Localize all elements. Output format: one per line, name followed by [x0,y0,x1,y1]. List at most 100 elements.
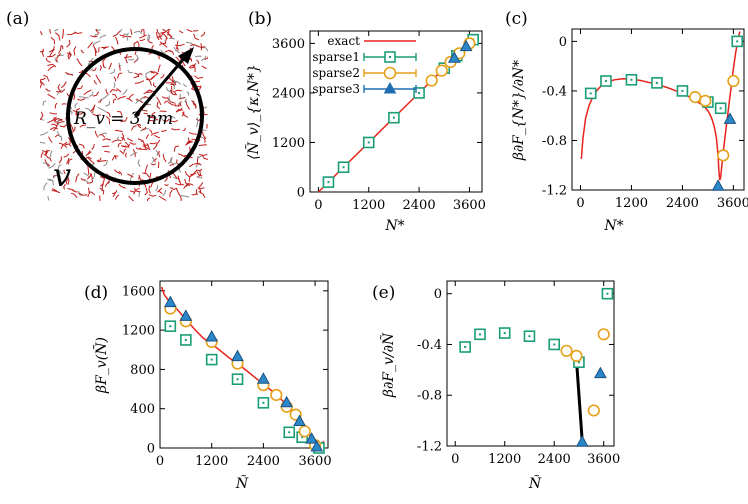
sparse2-point [700,96,711,107]
sparse2-point [426,75,437,86]
x-tick-label: 3600 [453,198,486,213]
sparse2-point [436,65,447,76]
sparse3-point [206,331,217,341]
sparse3-point [724,113,735,123]
panel-d-xlabel: Ñ [235,474,249,492]
x-tick-label: 3600 [717,196,748,211]
molecule [101,47,107,48]
y-tick-label: -1.2 [417,440,442,455]
sparse1-errorbar [343,166,345,168]
sparse1-errorbar [736,40,738,42]
sparse2-point [598,329,609,340]
panel-c-label: (c) [505,9,528,29]
sparse1-errorbar [464,346,466,348]
panel-c-ylabel: β∂F_{N*}/∂N* [511,60,527,161]
sparse1-errorbar [169,325,171,327]
y-tick-label: -0.4 [417,338,442,353]
molecule [207,124,208,129]
panel-d: (d) 0 1200 2400 3600040080012001600 Ñ βF_v(… [84,281,332,492]
molecule [95,48,96,56]
figure: (a) R_v = 3 nm v (b) 0 1200 2400 3600 0 1200 2… [0,0,748,504]
sparse1-errorbar [605,80,607,82]
sparse1-errorbar [288,431,290,433]
panel-e-xlabel: Ñ [528,474,542,492]
legend-sparse2-marker [364,68,416,79]
sparse1-errorbar [681,90,683,92]
x-tick-label: 1200 [352,198,385,213]
panel-e-frame [447,281,614,446]
sparse1-errorbar [327,181,329,183]
panel-d-plot: 0 1200 2400 3600 0 400 800 1200 1600 [122,281,332,469]
sparse1-errorbar [368,141,370,143]
sparse3-point [713,180,724,190]
sparse3-point [595,368,606,378]
panel-b-label: (b) [248,9,272,29]
sparse3-point [577,436,588,446]
x-tick-label: 1200 [195,454,228,469]
y-tick-label: 400 [130,402,155,417]
legend-sparse1-marker [364,52,416,62]
x-tick-label: 2400 [247,454,280,469]
sparse3-point [258,373,269,383]
sparse2-point [571,351,582,362]
sparse1-errorbar [393,117,395,119]
sparse1-errorbar [606,293,608,295]
panel-a: (a) R_v = 3 nm v [6,9,210,203]
sparse1-errorbar [504,332,506,334]
panel-e: (e) 0 1200 2400 36000-0.4-0.8-1.2 Ñ β∂F_v/∂… [372,281,620,492]
molecule [100,196,101,202]
x-tick-label: 2400 [403,198,436,213]
y-tick-label: 0 [559,35,567,50]
legend-sparse3-marker [364,83,416,93]
sparse1-errorbar [553,343,555,345]
panel-d-ylabel: βF_v(Ñ) [92,337,110,394]
x-tick-label: 0 [314,198,322,213]
panel-b-legend: exact sparse1 sparse2 sparse3 [312,34,416,96]
x-tick-label: 1200 [488,452,521,467]
x-tick-label: 3600 [587,452,620,467]
y-tick-label: 3600 [272,37,305,52]
sparse1-errorbar [656,82,658,84]
panel-b-xlabel: N* [384,218,404,234]
panel-e-ylabel: β∂F_v/∂Ñ [379,332,397,398]
x-tick-label: 2400 [666,196,699,211]
sparse1-errorbar [185,339,187,341]
radius-label: R_v = 3 nm [73,109,173,129]
y-tick-label: 2400 [272,86,305,101]
y-tick-label: -0.4 [542,84,567,99]
sparse1-errorbar [211,359,213,361]
panel-d-label: (d) [84,283,108,303]
sparse1-errorbar [418,92,420,94]
sparse2-point [299,426,310,437]
x-tick-label: 3600 [299,454,332,469]
panel-b: (b) 0 1200 2400 3600 0 1200 2400 3600 exact spa… [244,9,486,234]
x-tick-label: 2400 [538,452,571,467]
sparse2-point [561,346,572,357]
y-tick-label: 1200 [122,324,155,339]
molecule [127,36,128,41]
y-tick-label: 800 [130,363,155,378]
y-tick-label: -1.2 [542,184,567,199]
sparse2-point [728,76,739,87]
panel-b-ylabel: ⟨Ñ_v⟩_{κ,N*} [244,64,262,160]
sparse1-errorbar [720,107,722,109]
legend-sparse2-label: sparse2 [312,66,360,80]
sparse2-point [271,390,282,401]
y-tick-label: 0 [434,287,442,302]
legend-sparse3-label: sparse3 [312,82,360,96]
molecule [62,104,67,105]
sparse1-errorbar [590,92,592,94]
sparse1-errorbar [237,378,239,380]
sparse1-errorbar [479,333,481,335]
legend-sparse1-label: sparse1 [312,50,360,64]
sparse2-point [690,92,701,103]
y-tick-label: 1600 [122,284,155,299]
y-tick-label: -0.8 [417,389,442,404]
sparse3-point [232,351,243,361]
y-tick-label: 0 [147,442,155,457]
sparse1-errorbar [630,79,632,81]
panel-c: (c) 0 1200 2400 36000-0.4-0.8-1.2 N* β∂F_{N… [505,9,748,234]
x-tick-label: 0 [576,196,584,211]
sparse1-errorbar [528,335,530,337]
sparse1-errorbar [262,402,264,404]
